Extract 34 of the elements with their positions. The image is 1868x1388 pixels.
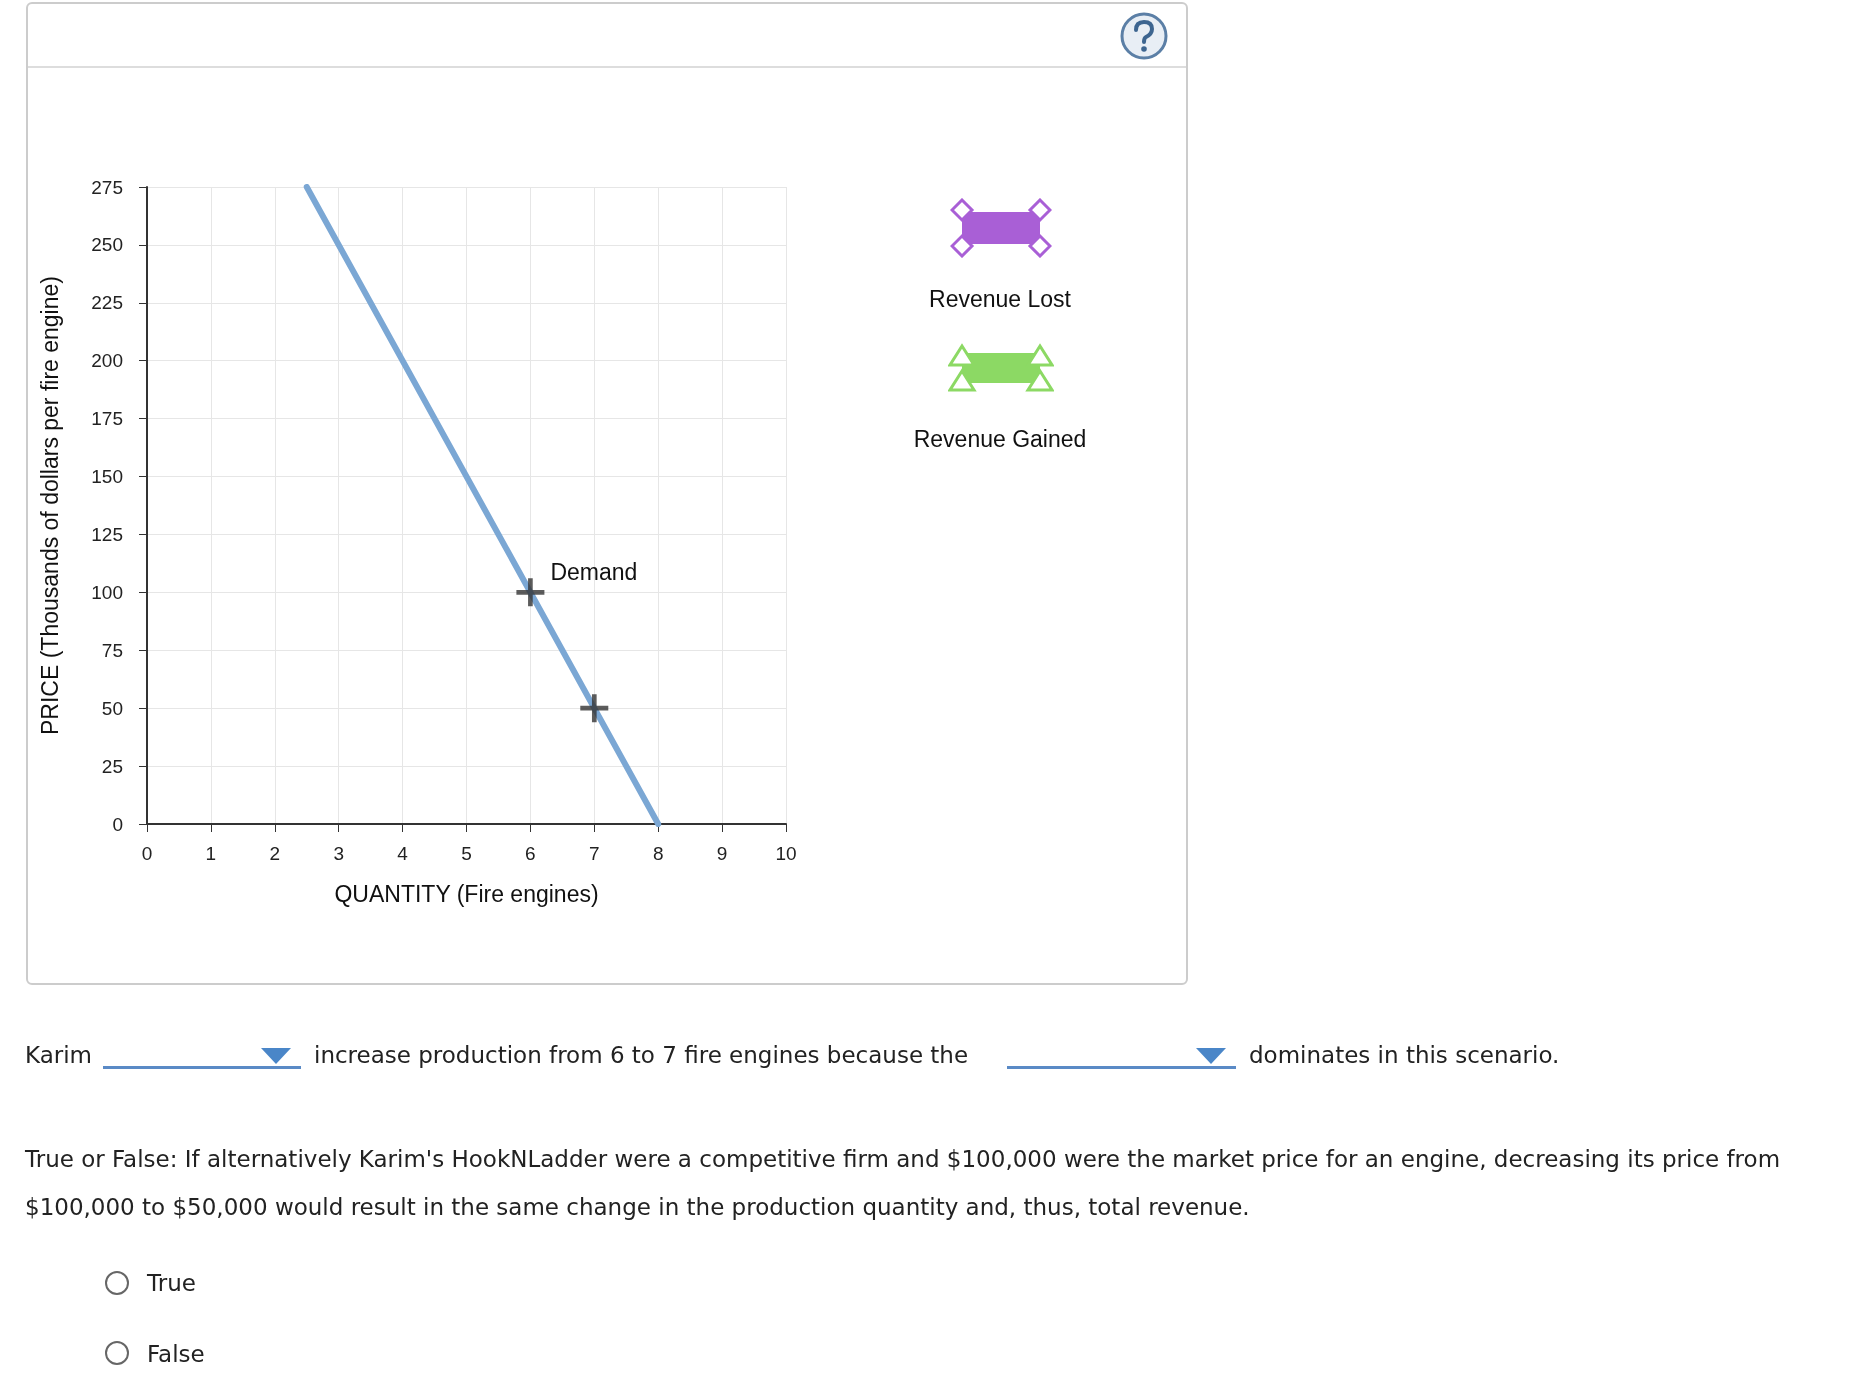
y-tick-label: 275 bbox=[91, 176, 123, 198]
x-tick-label: 8 bbox=[652, 843, 664, 864]
x-tick-label: 1 bbox=[205, 843, 217, 864]
series-label: Demand bbox=[550, 558, 638, 585]
text: False bbox=[147, 1341, 205, 1367]
x-tick-label: 7 bbox=[589, 843, 600, 864]
text: increase production from 6 to 7 fire engines because the bbox=[314, 1042, 969, 1068]
y-tick-label: 125 bbox=[91, 523, 123, 545]
y-tick-label: 250 bbox=[91, 234, 123, 256]
y-tick-label: 200 bbox=[91, 350, 123, 372]
text: Karim bbox=[25, 1042, 93, 1068]
x-tick-label: 0 bbox=[141, 843, 153, 864]
y-tick-label: 25 bbox=[101, 755, 123, 777]
text: True or False: If alternatively Karim's HookNLadder were a competitive firm and $100,000 were the market price for an engine, decreasing its price from $100,000 to $50,000 would result in the same change in the production quantity and, thus, total revenue. bbox=[25, 1145, 1782, 1222]
text: Revenue Gained bbox=[912, 426, 1088, 453]
y-tick-label: 50 bbox=[101, 697, 123, 719]
y-tick-label: 100 bbox=[91, 581, 123, 603]
x-axis-title: QUANTITY (Fire engines) bbox=[334, 880, 599, 907]
x-tick-label: 5 bbox=[461, 843, 472, 864]
text: Revenue Lost bbox=[928, 286, 1072, 313]
y-tick-label: 75 bbox=[101, 639, 123, 661]
x-tick-label: 2 bbox=[269, 843, 281, 864]
x-tick-label: 3 bbox=[333, 843, 344, 864]
x-tick-label: 6 bbox=[525, 843, 536, 864]
x-tick-label: 4 bbox=[397, 843, 409, 864]
y-tick-label: 150 bbox=[91, 466, 123, 488]
y-tick-label: 0 bbox=[112, 813, 123, 835]
x-tick-label: 9 bbox=[716, 843, 728, 864]
y-tick-label: 225 bbox=[91, 292, 123, 314]
y-axis-title: PRICE (Thousands of dollars per fire engine) bbox=[36, 276, 63, 735]
text: dominates in this scenario. bbox=[1249, 1042, 1560, 1068]
y-tick-label: 175 bbox=[91, 408, 123, 430]
text: True bbox=[147, 1270, 196, 1296]
x-tick-label: 10 bbox=[775, 843, 797, 864]
